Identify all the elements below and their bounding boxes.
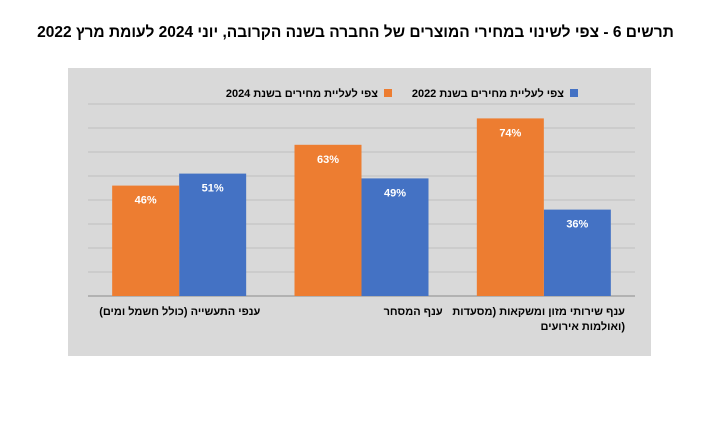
- category-label: ענפי התעשייה (כולל חשמל ומים): [99, 305, 260, 318]
- bar: [112, 185, 180, 296]
- bars: [112, 118, 611, 297]
- category-label: ואולמות אירועים): [541, 320, 626, 333]
- data-label: 51%: [202, 183, 224, 195]
- legend-swatch: [384, 89, 392, 97]
- category-label: ענף שירותי מזון ומשקאות (מסעדות: [452, 306, 625, 318]
- legend-label: צפי לעליית מחירים בשנת 2024: [226, 87, 378, 100]
- legend-label: צפי לעליית מחירים בשנת 2022: [412, 87, 564, 100]
- category-label: ענף המסחר: [384, 306, 443, 318]
- bar: [543, 209, 611, 296]
- data-label: 46%: [135, 195, 157, 207]
- chart-title: תרשים 6 - צפי לשינוי במחירי המוצרים של ה…: [37, 24, 674, 41]
- bar: [294, 144, 362, 296]
- data-label: 74%: [499, 127, 521, 139]
- bar: [361, 178, 429, 296]
- legend: צפי לעליית מחירים בשנת 2022 צפי לעליית מח…: [226, 87, 578, 100]
- bar: [179, 173, 247, 296]
- data-label: 63%: [317, 154, 339, 166]
- data-label: 36%: [566, 219, 588, 231]
- data-labels: 36% 74% 49% 63% 51% 46%: [135, 127, 589, 230]
- bar: [476, 118, 544, 297]
- legend-swatch: [570, 89, 578, 97]
- category-labels: ענף שירותי מזון ומשקאות (מסעדות ואולמות א…: [99, 305, 625, 333]
- bar-chart: צפי לעליית מחירים בשנת 2022 צפי לעליית מח…: [68, 68, 651, 356]
- data-label: 49%: [384, 187, 406, 199]
